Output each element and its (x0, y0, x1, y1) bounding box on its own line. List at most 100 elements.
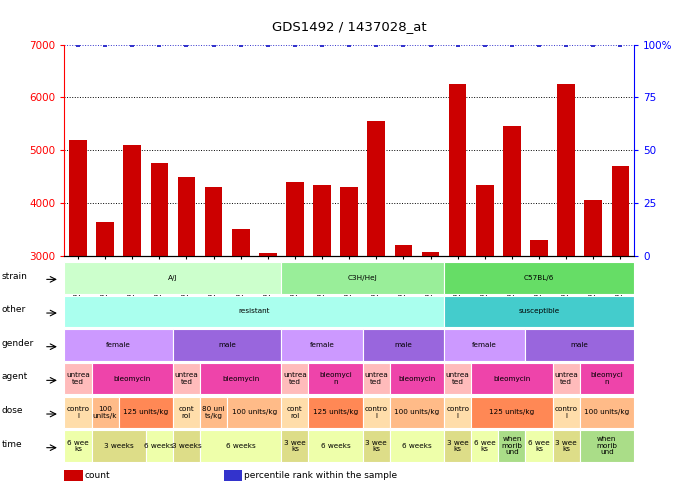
Bar (64, 363, 92, 395)
Bar (580, 363, 634, 395)
Text: contro
l: contro l (365, 406, 388, 419)
Bar (205, 187, 222, 256)
Bar (64, 329, 173, 361)
Bar (64, 396, 92, 428)
Text: 3 wee
ks: 3 wee ks (447, 440, 468, 452)
Point (615, 41, 626, 49)
Text: C3H/HeJ: C3H/HeJ (348, 275, 378, 281)
Bar (390, 430, 444, 462)
Bar (173, 329, 281, 361)
Text: bleomycin: bleomycin (494, 376, 530, 382)
Bar (178, 177, 195, 256)
Text: 100 units/kg: 100 units/kg (395, 409, 439, 415)
Bar (444, 296, 634, 327)
Text: untrea
ted: untrea ted (283, 372, 307, 385)
Bar (308, 396, 363, 428)
Text: GDS1492 / 1437028_at: GDS1492 / 1437028_at (272, 20, 426, 33)
Text: contro
l: contro l (555, 406, 578, 419)
Bar (200, 430, 281, 462)
Text: 125 units/kg: 125 units/kg (123, 409, 168, 415)
Text: A/J: A/J (168, 275, 178, 281)
Text: dose: dose (1, 406, 23, 415)
Bar (92, 396, 119, 428)
Point (534, 41, 544, 49)
Bar (525, 329, 634, 361)
Text: 125 units/kg: 125 units/kg (313, 409, 358, 415)
Bar (363, 363, 390, 395)
Point (208, 41, 219, 49)
Text: 80 uni
ts/kg: 80 uni ts/kg (202, 406, 225, 419)
Text: when
morib
und: when morib und (597, 437, 617, 455)
Point (452, 41, 463, 49)
Text: when
morib
und: when morib und (502, 437, 522, 455)
Bar (471, 363, 553, 395)
Point (588, 41, 599, 49)
Bar (390, 363, 444, 395)
Text: 100
units/k: 100 units/k (93, 406, 117, 419)
Bar (449, 84, 466, 256)
Text: male: male (571, 342, 589, 348)
Bar (444, 262, 634, 294)
Bar (580, 430, 634, 462)
Bar (224, 470, 242, 481)
Point (127, 41, 138, 49)
Bar (557, 84, 575, 256)
Bar (123, 145, 141, 256)
Bar (281, 430, 308, 462)
Text: untrea
ted: untrea ted (66, 372, 90, 385)
Bar (390, 396, 444, 428)
Bar (471, 430, 498, 462)
Bar (227, 396, 281, 428)
Bar (200, 363, 281, 395)
Bar (151, 163, 168, 256)
Point (398, 41, 409, 49)
Bar (173, 396, 200, 428)
Bar (308, 430, 363, 462)
Bar (281, 262, 444, 294)
Text: cont
rol: cont rol (178, 406, 195, 419)
Text: untrea
ted: untrea ted (364, 372, 388, 385)
Bar (444, 430, 471, 462)
Bar (580, 396, 634, 428)
Bar (64, 262, 281, 294)
Point (371, 41, 382, 49)
Bar (64, 430, 92, 462)
Point (290, 41, 300, 49)
Point (317, 41, 327, 49)
Text: untrea
ted: untrea ted (554, 372, 578, 385)
Text: bleomycin: bleomycin (399, 376, 435, 382)
Bar (444, 396, 471, 428)
Bar (308, 363, 363, 395)
Text: bleomyci
n: bleomyci n (591, 372, 623, 385)
Bar (584, 200, 602, 256)
Text: 6 wee
ks: 6 wee ks (474, 440, 496, 452)
Text: C57BL/6: C57BL/6 (524, 275, 554, 281)
Text: male: male (218, 342, 236, 348)
Bar (173, 363, 200, 395)
Text: 100 units/kg: 100 units/kg (232, 409, 277, 415)
Bar (363, 396, 390, 428)
Text: cont
rol: cont rol (287, 406, 303, 419)
Text: untrea
ted: untrea ted (445, 372, 470, 385)
Text: count: count (85, 471, 111, 480)
Text: bleomyci
n: bleomyci n (319, 372, 352, 385)
Bar (69, 140, 87, 256)
Bar (281, 363, 308, 395)
Bar (395, 246, 412, 256)
Bar (530, 240, 548, 256)
Text: 6 wee
ks: 6 wee ks (67, 440, 89, 452)
Text: 125 units/kg: 125 units/kg (490, 409, 534, 415)
Bar (286, 182, 304, 256)
Bar (92, 363, 173, 395)
Point (479, 41, 490, 49)
Bar (444, 363, 471, 395)
Point (506, 41, 517, 49)
Text: 3 wee
ks: 3 wee ks (365, 440, 387, 452)
Bar (367, 121, 385, 256)
Bar (146, 430, 173, 462)
Text: 6 weeks: 6 weeks (144, 443, 174, 449)
Text: female: female (473, 342, 497, 348)
Bar (471, 396, 553, 428)
Point (100, 41, 111, 49)
Text: strain: strain (1, 272, 27, 281)
